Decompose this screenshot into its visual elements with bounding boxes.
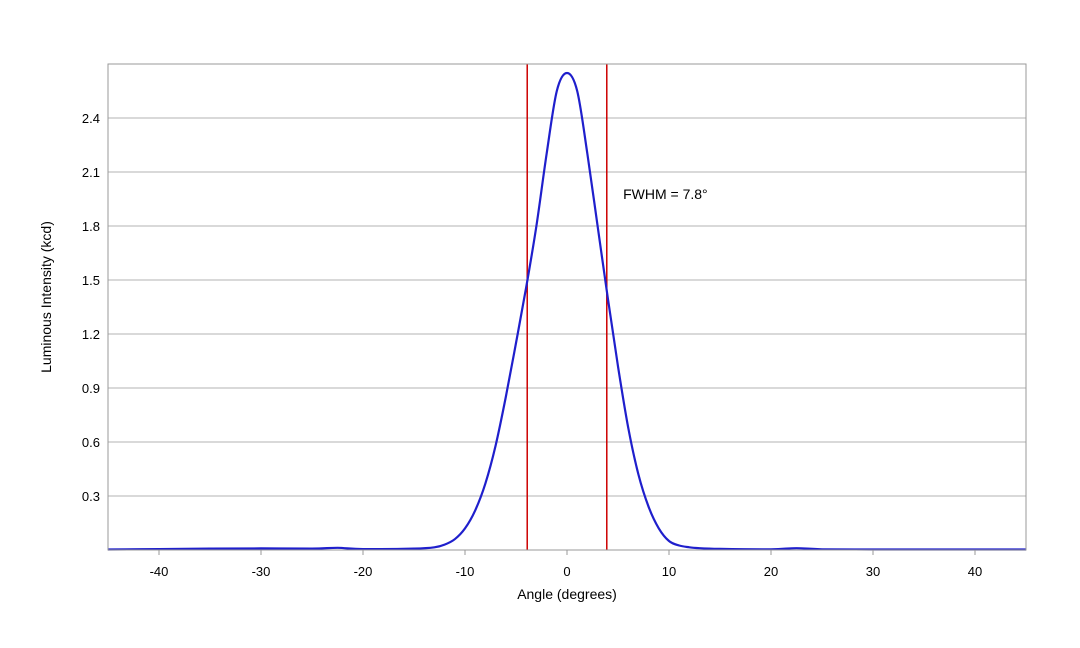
x-tick-label: 0 xyxy=(563,564,570,579)
plot-frame xyxy=(107,63,1027,551)
x-axis-ticks: -40 -30 -20 -10 0 10 20 30 40 xyxy=(150,550,982,579)
y-tick-label: 1.5 xyxy=(82,273,100,288)
x-tick-label: 40 xyxy=(968,564,982,579)
series-layer xyxy=(107,71,1026,551)
x-tick-label: 30 xyxy=(866,564,880,579)
y-axis-ticks: 0.3 0.6 0.9 1.2 1.5 1.8 2.1 2.4 xyxy=(82,111,100,504)
gridlines xyxy=(108,117,1026,497)
series-line xyxy=(107,71,1026,551)
y-tick-label: 0.3 xyxy=(82,489,100,504)
x-tick-label: 20 xyxy=(764,564,778,579)
x-axis-title: Angle (degrees) xyxy=(517,586,617,602)
y-tick-label: 2.1 xyxy=(82,165,100,180)
x-tick-label: -20 xyxy=(354,564,373,579)
y-tick-label: 1.8 xyxy=(82,219,100,234)
x-tick-label: 10 xyxy=(662,564,676,579)
y-axis-title: Luminous Intensity (kcd) xyxy=(38,221,54,373)
x-tick-label: -10 xyxy=(456,564,475,579)
x-tick-label: -40 xyxy=(150,564,169,579)
y-tick-label: 1.2 xyxy=(82,327,100,342)
y-tick-label: 2.4 xyxy=(82,111,100,126)
x-tick-label: -30 xyxy=(252,564,271,579)
y-tick-label: 0.6 xyxy=(82,435,100,450)
fwhm-annotation: FWHM = 7.8° xyxy=(623,186,708,202)
annotations: FWHM = 7.8° xyxy=(623,186,708,202)
y-tick-label: 0.9 xyxy=(82,381,100,396)
fwhm-markers xyxy=(526,64,608,550)
